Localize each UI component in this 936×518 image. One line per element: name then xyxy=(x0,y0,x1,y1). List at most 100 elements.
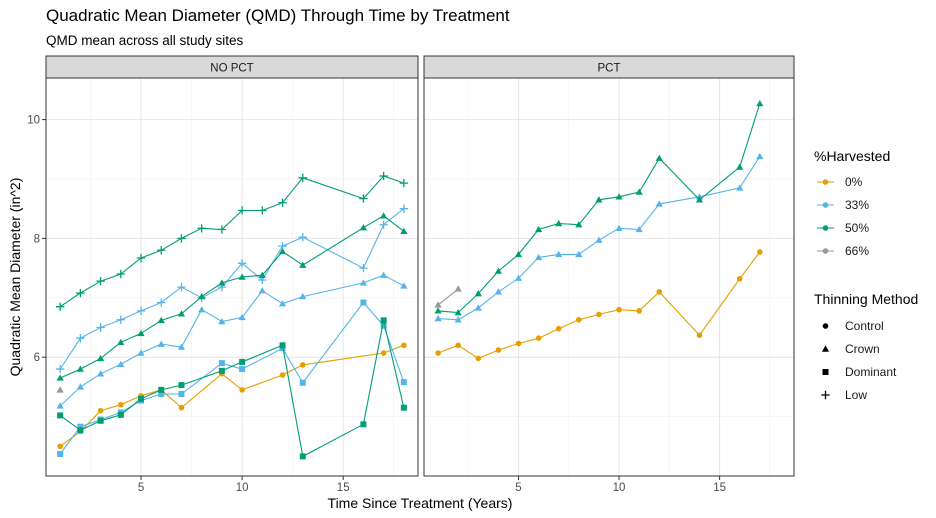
legend-key-shape xyxy=(822,369,829,375)
legend-key-point xyxy=(822,225,829,231)
legend-label: Crown xyxy=(845,342,880,356)
x-tick-label: 5 xyxy=(138,482,144,494)
legend-item-harvest: 50% xyxy=(817,221,869,235)
data-point xyxy=(595,236,603,243)
data-point xyxy=(137,329,145,337)
data-point xyxy=(380,212,388,219)
data-point xyxy=(475,355,482,362)
data-point xyxy=(56,402,64,409)
data-point xyxy=(56,386,64,393)
data-point xyxy=(299,293,307,300)
legend-label: 33% xyxy=(845,198,869,212)
data-point xyxy=(76,365,84,372)
data-point xyxy=(535,253,543,261)
data-point xyxy=(137,349,145,356)
data-point xyxy=(455,342,461,349)
data-point xyxy=(177,282,186,292)
data-point xyxy=(96,370,105,377)
legend-item-method: Low xyxy=(821,388,867,402)
legend-key-point xyxy=(822,248,829,254)
data-point xyxy=(596,311,602,318)
data-point xyxy=(736,275,743,282)
data-point xyxy=(237,206,247,215)
data-point xyxy=(299,379,306,386)
data-point xyxy=(401,342,407,349)
data-point xyxy=(434,301,442,308)
data-point xyxy=(278,300,287,307)
facet-label: NO PCT xyxy=(210,63,253,75)
data-point xyxy=(239,366,246,373)
series-50pct-crown xyxy=(56,212,408,381)
series-line xyxy=(59,175,404,308)
series-line xyxy=(59,215,405,379)
data-point xyxy=(360,299,367,306)
data-point xyxy=(696,332,703,339)
data-point xyxy=(379,220,388,229)
data-point xyxy=(178,382,185,389)
y-tick-label: 10 xyxy=(27,115,40,127)
x-tick-label: 5 xyxy=(515,482,521,494)
data-point xyxy=(258,287,266,294)
data-point xyxy=(157,316,165,324)
data-point xyxy=(218,367,225,374)
data-point xyxy=(55,364,65,374)
x-axis-title: Time Since Treatment (Years) xyxy=(328,495,513,511)
y-tick-label: 6 xyxy=(34,352,40,364)
series-33pct-crown xyxy=(56,271,408,409)
legend-item-harvest: 33% xyxy=(817,198,869,212)
data-point xyxy=(116,315,126,324)
series-50pct-low xyxy=(55,171,409,311)
data-point xyxy=(299,362,306,368)
x-tick-label: 10 xyxy=(613,482,626,494)
legend-item-harvest: 0% xyxy=(817,175,863,189)
gridlines xyxy=(424,78,794,476)
data-point xyxy=(435,350,441,356)
data-point xyxy=(635,188,643,195)
panel-no-pct: NO PCT 5 10 15 xyxy=(45,55,419,494)
x-tick-label: 10 xyxy=(236,482,249,494)
data-point xyxy=(77,423,84,430)
data-point xyxy=(535,335,542,341)
data-point xyxy=(57,443,63,450)
data-point xyxy=(514,250,523,258)
data-point xyxy=(555,219,563,227)
data-point xyxy=(616,306,622,313)
legend-item-method: Dominant xyxy=(822,365,897,379)
legend-title-harvest: %Harvested xyxy=(814,148,890,164)
data-point xyxy=(136,306,146,316)
legend-key-point xyxy=(822,202,829,208)
data-point xyxy=(575,221,583,228)
data-point xyxy=(359,224,368,231)
data-point xyxy=(217,225,227,234)
data-point xyxy=(178,404,185,411)
series-50pct-dominant xyxy=(57,317,407,460)
legend: %Harvested 0% 33% 50% 66% Thinning Method Cont… xyxy=(814,148,918,402)
data-point xyxy=(736,163,744,170)
data-point xyxy=(535,225,543,233)
data-point xyxy=(615,193,623,200)
data-point xyxy=(55,302,65,311)
data-point xyxy=(400,379,407,386)
data-point xyxy=(555,250,563,258)
y-axis-title: Quadratic Mean Diameter (in^2) xyxy=(7,178,23,377)
data-point xyxy=(197,224,206,233)
data-point xyxy=(474,290,482,297)
data-point xyxy=(76,333,85,343)
data-point xyxy=(655,200,663,207)
data-point xyxy=(238,313,246,321)
legend-item-harvest: 66% xyxy=(817,244,869,258)
data-point xyxy=(298,173,307,182)
data-point xyxy=(158,391,165,398)
data-point xyxy=(400,282,408,289)
panel-background xyxy=(424,78,794,476)
data-point xyxy=(379,171,388,181)
series-line xyxy=(59,208,405,370)
data-point xyxy=(218,360,225,367)
data-point xyxy=(157,246,166,255)
data-point xyxy=(97,417,104,424)
data-point xyxy=(434,314,442,322)
data-point xyxy=(494,288,503,295)
series-0pct-control xyxy=(57,342,407,450)
data-point xyxy=(299,453,306,460)
legend-item-method: Crown xyxy=(821,342,880,356)
